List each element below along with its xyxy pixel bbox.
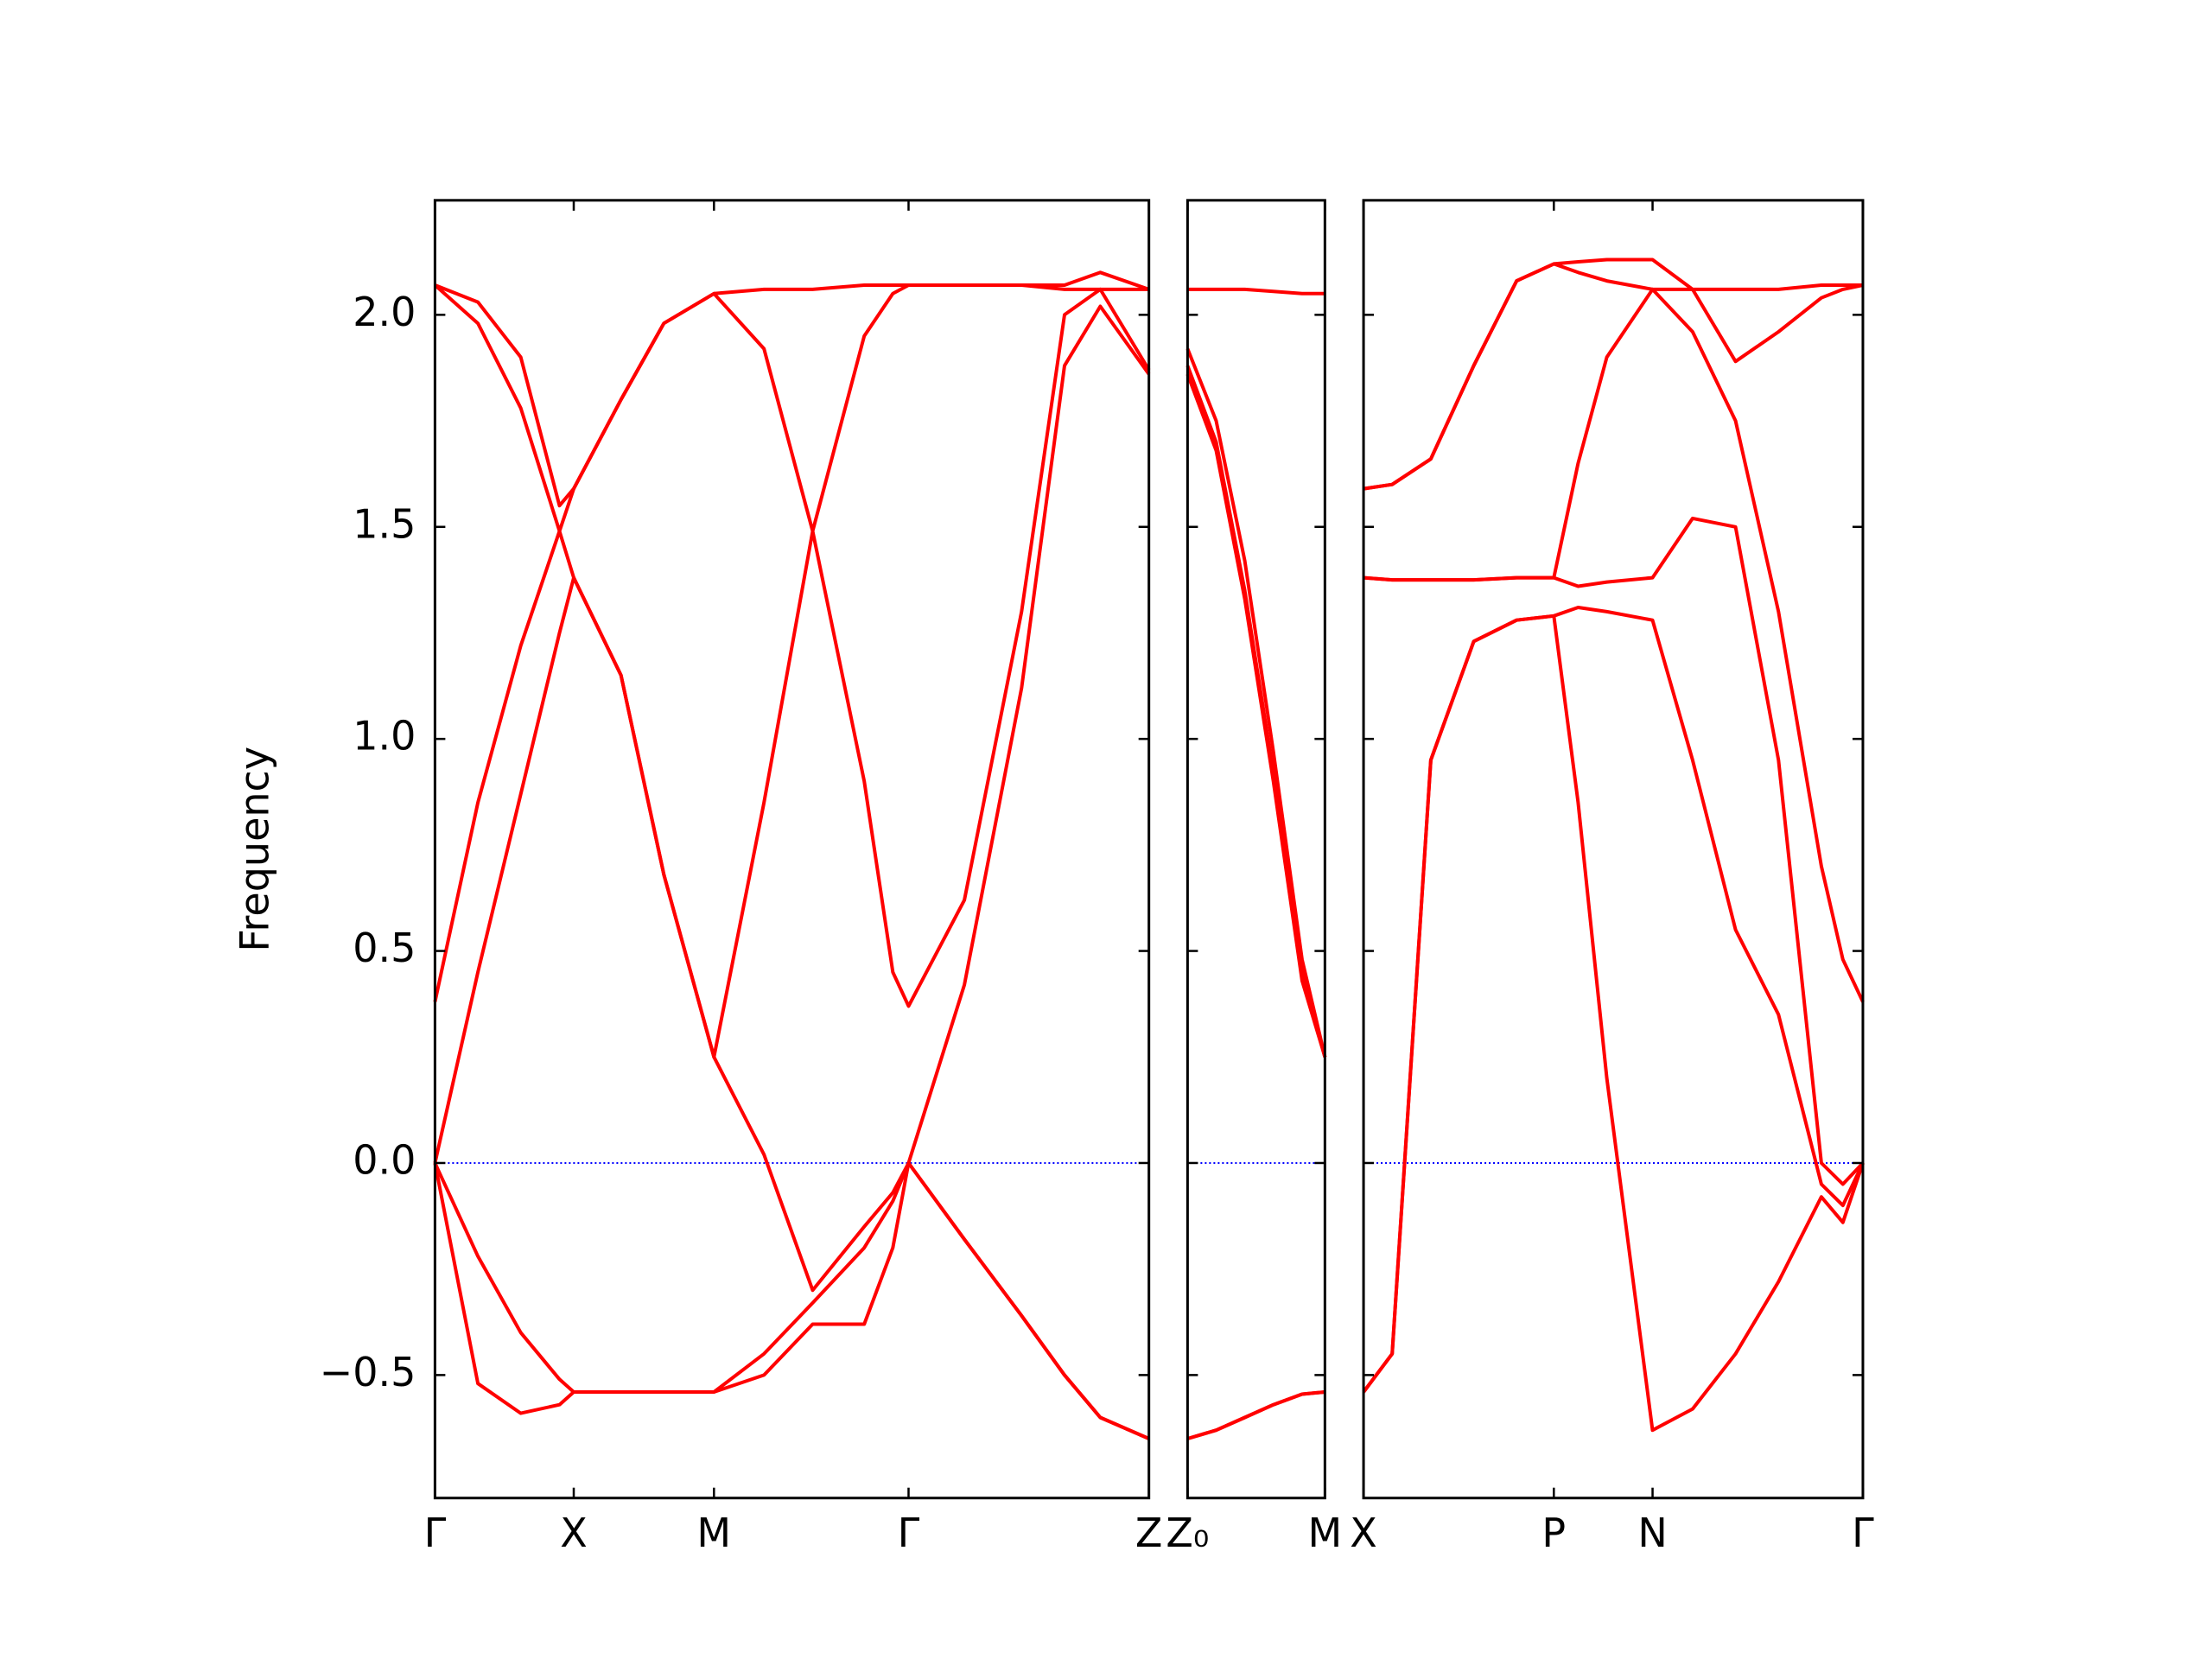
band-line bbox=[1362, 606, 1865, 1394]
band-line bbox=[434, 283, 1149, 533]
band-line bbox=[1186, 1390, 1325, 1440]
band-line bbox=[1362, 613, 1865, 1433]
band-line bbox=[1185, 373, 1327, 1058]
y-tick-label: 1.0 bbox=[353, 713, 416, 760]
y-axis-label: Frequency bbox=[232, 747, 278, 952]
band-line bbox=[1363, 257, 1863, 491]
band-line bbox=[1185, 347, 1327, 1058]
x-tick-label: M bbox=[696, 1510, 731, 1556]
plot-frame bbox=[1185, 199, 1326, 1500]
x-tick-label: X bbox=[560, 1510, 588, 1556]
y-tick-label: 0.0 bbox=[353, 1136, 416, 1183]
band-line bbox=[433, 304, 1151, 1293]
x-tick-label: Z bbox=[1135, 1510, 1163, 1556]
x-tick-label: Γ bbox=[424, 1510, 447, 1556]
x-tick-label: Γ bbox=[1852, 1510, 1874, 1556]
y-tick-label: −0.5 bbox=[320, 1349, 416, 1395]
y-tick-label: 0.5 bbox=[353, 925, 416, 971]
y-tick-label: 2.0 bbox=[353, 289, 416, 335]
band-line bbox=[1185, 365, 1327, 1058]
band-line bbox=[1363, 262, 1864, 491]
x-tick-label: Z₀ bbox=[1166, 1510, 1209, 1556]
x-tick-label: M bbox=[1307, 1510, 1342, 1556]
x-tick-label: P bbox=[1541, 1510, 1566, 1556]
x-tick-label: N bbox=[1637, 1510, 1667, 1556]
band-line bbox=[1363, 516, 1865, 1186]
band-line bbox=[1187, 287, 1325, 296]
band-line bbox=[433, 1161, 1150, 1440]
x-tick-label: Γ bbox=[898, 1510, 920, 1556]
band-line bbox=[433, 1161, 1150, 1440]
x-tick-label: X bbox=[1350, 1510, 1377, 1556]
plot-frame bbox=[1362, 199, 1865, 1500]
band-line bbox=[433, 287, 1151, 1059]
plot-frame bbox=[433, 199, 1151, 1500]
y-tick-label: 1.5 bbox=[353, 500, 416, 547]
band-line bbox=[1363, 287, 1865, 1003]
